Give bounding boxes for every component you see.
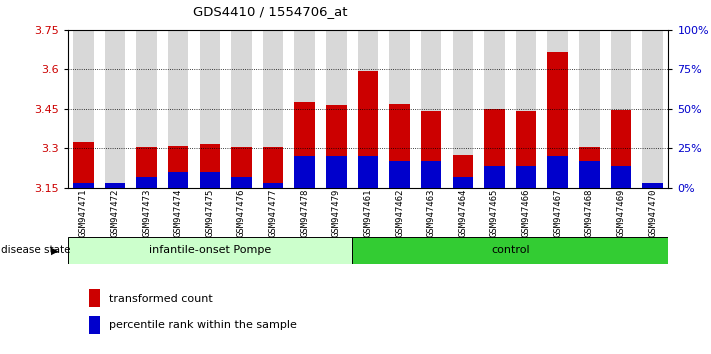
Bar: [611, 30, 631, 188]
Bar: [579, 30, 599, 188]
Bar: [294, 156, 315, 188]
Bar: [73, 142, 94, 188]
Bar: [579, 147, 599, 188]
Bar: [358, 156, 378, 188]
Bar: [452, 155, 473, 188]
Bar: [515, 30, 536, 188]
Bar: [231, 30, 252, 188]
Bar: [200, 30, 220, 188]
Bar: [200, 144, 220, 188]
Bar: [547, 30, 568, 188]
Bar: [73, 30, 94, 188]
Bar: [137, 147, 157, 188]
Text: infantile-onset Pompe: infantile-onset Pompe: [149, 245, 271, 256]
Bar: [390, 161, 410, 188]
Bar: [421, 30, 442, 188]
Bar: [90, 289, 100, 307]
Bar: [326, 30, 346, 188]
Bar: [452, 30, 473, 188]
Bar: [421, 112, 442, 188]
Bar: [168, 30, 188, 188]
Bar: [421, 161, 442, 188]
Bar: [263, 183, 284, 188]
Bar: [352, 237, 668, 264]
Bar: [611, 166, 631, 188]
Bar: [547, 52, 568, 188]
Bar: [105, 183, 125, 188]
Text: control: control: [491, 245, 530, 256]
Bar: [358, 71, 378, 188]
Bar: [515, 166, 536, 188]
Bar: [90, 316, 100, 334]
Bar: [642, 184, 663, 188]
Bar: [137, 30, 157, 188]
Bar: [484, 166, 505, 188]
Text: ▶: ▶: [51, 245, 59, 256]
Bar: [390, 104, 410, 188]
Bar: [452, 177, 473, 188]
Bar: [326, 105, 346, 188]
Bar: [294, 30, 315, 188]
Text: transformed count: transformed count: [109, 294, 213, 304]
Bar: [105, 185, 125, 188]
Bar: [515, 112, 536, 188]
Bar: [73, 183, 94, 188]
Bar: [358, 30, 378, 188]
Text: GDS4410 / 1554706_at: GDS4410 / 1554706_at: [193, 5, 348, 18]
Bar: [231, 147, 252, 188]
Bar: [326, 156, 346, 188]
Bar: [294, 102, 315, 188]
Bar: [263, 30, 284, 188]
Bar: [642, 30, 663, 188]
Bar: [579, 161, 599, 188]
Bar: [231, 177, 252, 188]
Bar: [547, 156, 568, 188]
Bar: [137, 177, 157, 188]
Bar: [200, 172, 220, 188]
Bar: [390, 30, 410, 188]
Bar: [168, 145, 188, 188]
Bar: [484, 109, 505, 188]
Bar: [168, 172, 188, 188]
Bar: [263, 147, 284, 188]
Bar: [105, 30, 125, 188]
Bar: [642, 183, 663, 188]
Bar: [68, 237, 352, 264]
Bar: [611, 110, 631, 188]
Text: disease state: disease state: [1, 245, 71, 256]
Text: percentile rank within the sample: percentile rank within the sample: [109, 320, 297, 330]
Bar: [484, 30, 505, 188]
